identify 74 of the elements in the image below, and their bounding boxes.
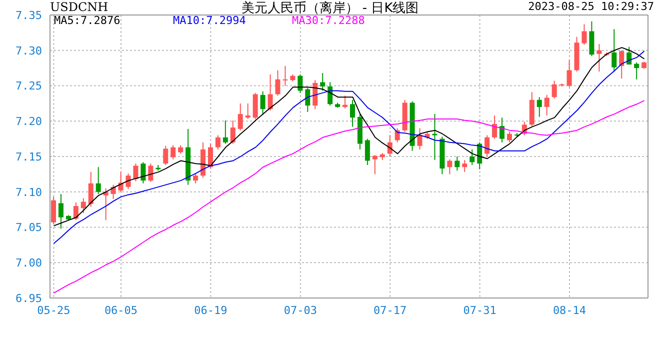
candlestick [305,87,310,112]
candlestick [596,44,602,72]
candlestick [148,163,154,182]
text: USDCNH [50,0,108,14]
candlestick [245,102,250,120]
candlestick [51,196,56,224]
candlestick [350,99,355,128]
candlestick [619,50,624,80]
candlestick [500,117,504,143]
candlestick [612,28,617,72]
text: 2023-08-25 10:29:37 [528,0,654,13]
y-tick-label: 7.00 [16,256,42,270]
candlestick [73,202,78,221]
y-tick-label: 7.35 [16,8,42,22]
candlestick [252,92,258,120]
text: MA5:7.2876 [54,14,120,27]
candlestick [470,148,475,166]
candlestick [364,138,370,166]
candlestick [582,24,587,46]
candlestick [342,95,348,109]
candlestick [230,120,236,144]
candlestick [170,144,176,160]
candlestick [417,128,422,150]
candlestick [312,80,318,110]
candlestick [462,160,468,173]
y-tick-label: 7.25 [16,80,42,93]
candlestick [268,74,273,112]
candlestick [589,20,594,57]
x-tick-label: 05-25 [37,304,70,317]
candlestick [96,166,101,194]
x-tick-label: 07-17 [374,304,407,317]
candlestick [193,172,198,184]
candlestick [215,134,220,150]
candlestick [126,172,131,190]
candlestick [80,198,86,214]
line-series [53,100,645,294]
x-tick-label: 07-03 [284,304,317,317]
chart-title: 美元人民币（离岸） - 日K线图 [241,1,419,16]
y-tick-label: 7.10 [16,186,42,199]
y-tick-label: 7.30 [16,44,42,58]
candlestick [140,162,146,184]
candlestick [275,70,280,96]
x-tick-label: 06-05 [104,304,138,317]
text: MA30:7.2288 [292,14,365,27]
candlestick [432,114,438,161]
candlestick [372,154,378,175]
y-tick-label: 7.20 [16,115,42,128]
x-tick-label: 06-19 [194,304,228,317]
y-tick-label: 7.05 [16,221,42,234]
candlestick [506,131,512,143]
candlestick [454,156,460,172]
candlestick [260,90,266,116]
candlestick [88,172,94,208]
candlestick [447,158,452,175]
candlestick [484,134,490,157]
y-tick-label: 6.95 [16,292,42,305]
candlestick [552,80,557,99]
candlestick [320,72,326,92]
candlestick [222,120,228,144]
candlestick [544,94,550,116]
candlestick [536,96,542,118]
candlestick [566,60,572,88]
y-tick-label: 7.15 [16,150,42,164]
candlestick [298,74,303,94]
candlestick [163,145,168,166]
candlestick [492,114,498,140]
candlestick [282,65,288,86]
candlestick [58,193,64,230]
candlestick [238,102,243,131]
candlestick [133,163,138,182]
x-tick-label: 08-14 [552,304,586,317]
text: MA10:7.2994 [173,14,246,27]
candlestick [634,62,640,80]
x-tick-label: 07-31 [463,304,496,317]
